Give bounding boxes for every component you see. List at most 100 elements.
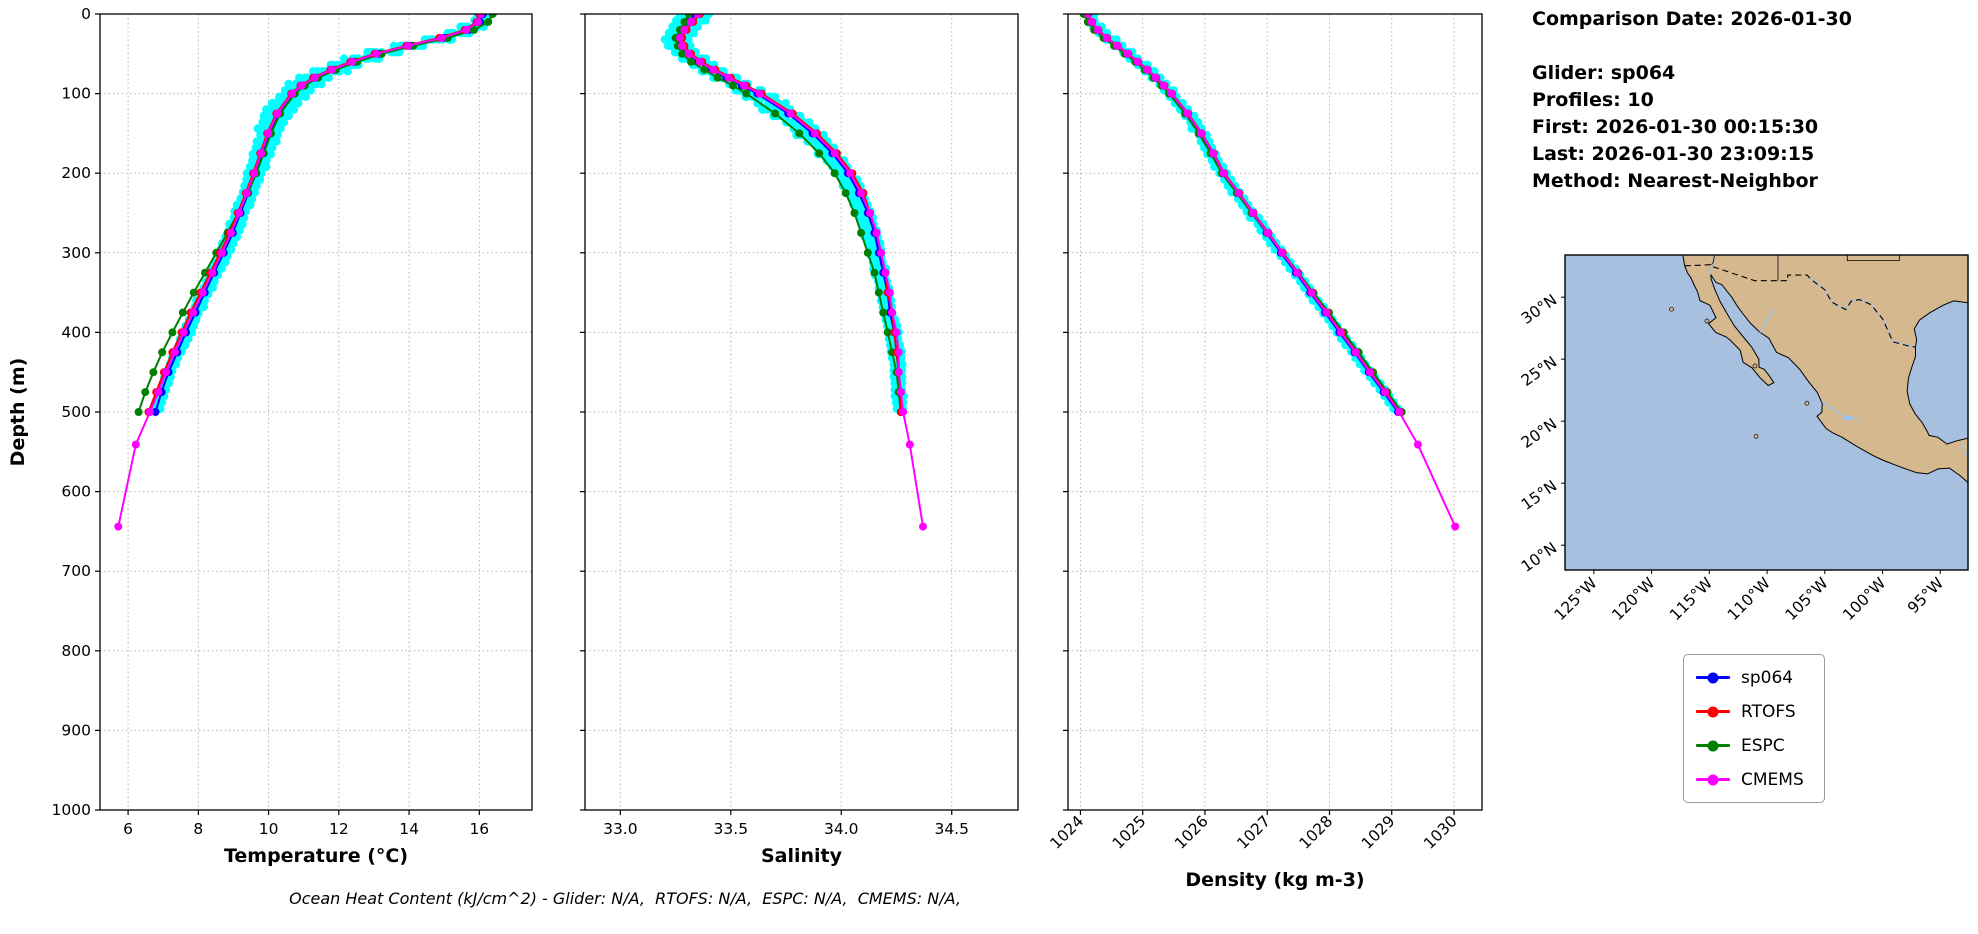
map-island (1752, 363, 1758, 369)
map-lon-label: 100°W (1839, 574, 1889, 624)
x-tick-label: 1026 (1171, 812, 1212, 853)
map-island (1804, 400, 1810, 406)
x-tick-label: 1029 (1358, 812, 1399, 853)
map-lon-label: 115°W (1666, 574, 1716, 624)
map-river (1759, 309, 1775, 333)
x-tick-label: 8 (193, 820, 203, 838)
legend-item-RTOFS: RTOFS (1696, 699, 1804, 724)
x-tick-label: 33.0 (603, 820, 638, 838)
x-tick-label: 1027 (1233, 812, 1274, 853)
chart-dens-xlabel: Density (kg m-3) (1185, 869, 1364, 891)
map-lat-label: 20°N (1518, 415, 1560, 452)
x-tick-label: 34.0 (824, 820, 859, 838)
legend-line-marker (1696, 706, 1730, 717)
x-tick-label: 12 (329, 820, 349, 838)
x-tick-label: 1028 (1296, 812, 1337, 853)
y-tick-label: 900 (61, 721, 91, 739)
x-tick-label: 1024 (1047, 812, 1088, 853)
depth-axis-label: Depth (m) (7, 358, 29, 467)
y-tick-label: 800 (61, 642, 91, 660)
x-tick-label: 14 (399, 820, 419, 838)
salinity-profile-chart: 33.0 33.5 34.0 34.5 Salinity (580, 13, 1019, 867)
glider-name: Glider: sp064 (1532, 62, 1676, 84)
y-tick-label: 700 (61, 562, 91, 580)
map-lon-label: 95°W (1904, 574, 1947, 617)
grid (1068, 13, 1482, 811)
comparison-method: Method: Nearest-Neighbor (1532, 170, 1818, 192)
chart-temp-xlabel: Temperature (°C) (224, 845, 408, 867)
ocean-heat-content-footnote: Ocean Heat Content (kJ/cm^2) - Glider: N… (289, 889, 961, 908)
map-lat-label: 15°N (1518, 477, 1560, 514)
x-tick-label: 34.5 (934, 820, 969, 838)
legend-line-marker (1696, 672, 1730, 683)
x-tick-label: 1030 (1420, 812, 1461, 853)
tick-labels: 33.0 33.5 34.0 34.5 (603, 820, 969, 838)
map-island (1669, 306, 1674, 312)
map-frame (1564, 254, 1969, 571)
map-land-mexico-us (1682, 255, 1968, 484)
tick-labels: 6 8 10 12 14 16 0 100 200 300 400 500 600 700 800 900 10… (52, 5, 490, 838)
map-state-line (1711, 255, 1715, 265)
x-tick-label: 1025 (1109, 812, 1150, 853)
legend-dot-marker (1707, 774, 1719, 785)
legend: sp064 RTOFS ESPC CMEMS (1683, 654, 1825, 803)
map-lat-label: 10°N (1518, 539, 1560, 576)
grid (100, 13, 532, 811)
density-profile-chart: 1024 1025 1026 1027 1028 1029 1030 Density (kg … (1047, 13, 1483, 891)
map-ticks (1561, 296, 1941, 574)
y-tick-label: 1000 (52, 801, 91, 819)
series-CMEMS (114, 14, 486, 531)
ticks (1063, 13, 1455, 815)
map-river (1960, 441, 1968, 459)
legend-dot-marker (1707, 672, 1719, 683)
first-profile-time: First: 2026-01-30 00:15:30 (1532, 116, 1819, 138)
comparison-date: Comparison Date: 2026-01-30 (1532, 8, 1852, 30)
y-tick-label: 0 (81, 5, 91, 23)
y-tick-label: 200 (61, 164, 91, 182)
profiles-count: Profiles: 10 (1532, 89, 1654, 111)
series-CMEMS (1083, 14, 1460, 531)
legend-item-CMEMS: CMEMS (1696, 767, 1804, 792)
x-tick-label: 6 (123, 820, 133, 838)
temperature-profile-chart: 6 8 10 12 14 16 0 100 200 300 400 500 600 700 800 900 10… (7, 5, 533, 867)
scatter-glider-profiles (150, 14, 494, 413)
legend-item-ESPC: ESPC (1696, 733, 1804, 758)
map-lon-label: 105°W (1782, 574, 1832, 624)
map-lon-label: 125°W (1551, 574, 1601, 624)
map-island (1753, 433, 1759, 439)
x-tick-label: 33.5 (714, 820, 749, 838)
map-lake (1842, 415, 1853, 421)
map-us-mexico-border (1684, 264, 1916, 348)
legend-label: ESPC (1741, 735, 1785, 756)
series-CMEMS (676, 14, 927, 531)
legend-line-marker (1696, 740, 1730, 751)
legend-label: CMEMS (1741, 769, 1804, 790)
info-spacer (1532, 33, 1852, 60)
map-lon-label: 120°W (1608, 574, 1658, 624)
legend-dot-marker (1707, 740, 1719, 751)
y-tick-label: 500 (61, 403, 91, 421)
map-lat-label: 25°N (1518, 353, 1560, 390)
x-tick-label: 16 (469, 820, 489, 838)
y-tick-label: 600 (61, 483, 91, 501)
x-tick-label: 10 (259, 820, 279, 838)
legend-line-marker (1696, 774, 1730, 785)
info-panel: Comparison Date: 2026-01-30 Glider: sp06… (1532, 6, 1852, 195)
chart-sal-xlabel: Salinity (761, 845, 843, 867)
map-lon-label: 110°W (1724, 574, 1774, 624)
y-tick-label: 300 (61, 244, 91, 262)
tick-labels: 1024 1025 1026 1027 1028 1029 1030 (1047, 812, 1461, 853)
legend-dot-marker (1707, 706, 1719, 717)
map-state-line (1846, 255, 1900, 261)
legend-item-sp064: sp064 (1696, 665, 1804, 690)
y-tick-label: 100 (61, 85, 91, 103)
map-island (1704, 318, 1710, 324)
ticks (580, 13, 953, 815)
legend-label: sp064 (1741, 667, 1794, 688)
last-profile-time: Last: 2026-01-30 23:09:15 (1532, 143, 1815, 165)
y-tick-label: 400 (61, 323, 91, 341)
map-lat-label: 30°N (1518, 291, 1560, 328)
ticks (95, 13, 480, 815)
